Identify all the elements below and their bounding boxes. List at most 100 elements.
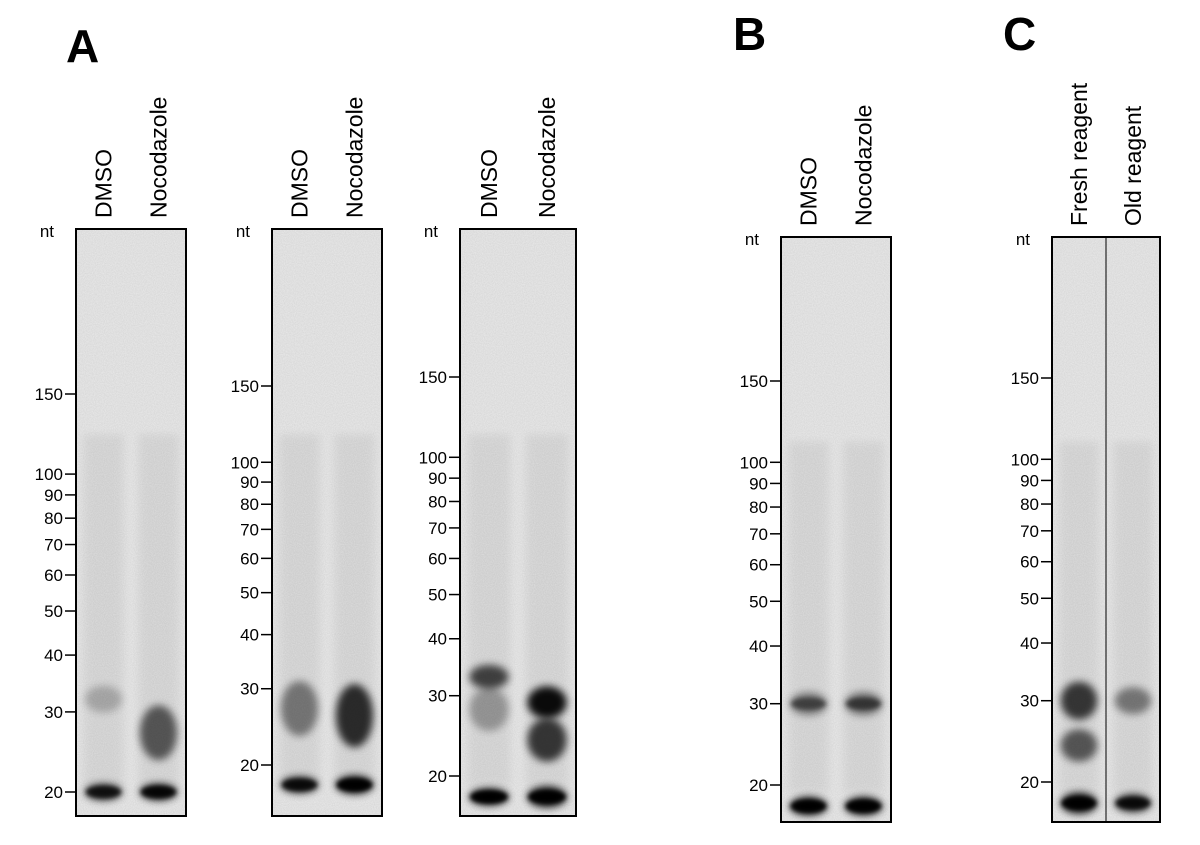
marker-label: 40 (240, 626, 259, 645)
nt-label: nt (745, 230, 759, 249)
band (527, 686, 567, 719)
band-core (845, 697, 882, 710)
band (335, 684, 374, 748)
marker-label: 20 (240, 756, 259, 775)
marker-label: 70 (240, 520, 259, 539)
lane-label: DMSO (287, 149, 313, 218)
lane-smear (843, 441, 884, 793)
marker-label: 100 (231, 453, 259, 472)
lane-label: Nocodazole (851, 105, 877, 226)
marker-label: 150 (35, 385, 63, 404)
lane-smear (788, 441, 829, 793)
lane-label: DMSO (476, 149, 502, 218)
lane-label: Nocodazole (534, 97, 560, 218)
nt-label: nt (424, 222, 438, 241)
lane-label: Nocodazole (146, 97, 172, 218)
marker-label: 60 (1020, 553, 1039, 572)
gel-border (271, 228, 383, 817)
marker-label: 70 (1020, 522, 1039, 541)
lane-label: DMSO (91, 149, 117, 218)
lane-label: Fresh reagent (1066, 82, 1092, 226)
band (469, 687, 509, 732)
marker-label: 150 (1011, 369, 1039, 388)
marker-label: 90 (44, 486, 63, 505)
marker-label: 20 (749, 776, 768, 795)
lane-label: Old reagent (1120, 105, 1146, 226)
gel-border (780, 236, 892, 823)
marker-label: 60 (428, 549, 447, 568)
lane-smear (468, 434, 510, 787)
gel-border (459, 228, 577, 817)
marker-label: 50 (428, 586, 447, 605)
marker-label: 50 (1020, 589, 1039, 608)
marker-label: 90 (240, 473, 259, 492)
marker-label: 150 (419, 368, 447, 387)
marker-label: 150 (231, 377, 259, 396)
marker-label: 50 (749, 592, 768, 611)
lane-label: DMSO (796, 157, 822, 226)
panel-c: C Fresh reagent Old reagent nt 150 100 90 80 70 6… (1003, 8, 1161, 823)
band-core (1115, 797, 1151, 810)
nt-label: nt (40, 222, 54, 241)
gel: Fresh reagent Old reagent nt 150 100 90 80 70 60… (1011, 82, 1161, 823)
marker-label: 80 (1020, 495, 1039, 514)
band-core (1061, 797, 1097, 810)
marker-label: 60 (749, 556, 768, 575)
marker-label: 50 (44, 602, 63, 621)
marker-label: 80 (240, 495, 259, 514)
band-core (140, 786, 177, 798)
band (527, 718, 567, 762)
nt-label: nt (236, 222, 250, 241)
band-core (845, 800, 882, 813)
marker-label: 50 (240, 584, 259, 603)
marker-label: 20 (1020, 773, 1039, 792)
marker-label: 80 (749, 498, 768, 517)
marker-label: 80 (44, 509, 63, 528)
marker-label: 30 (240, 680, 259, 699)
band (280, 681, 319, 736)
marker-label: 40 (1020, 634, 1039, 653)
marker-label: 30 (428, 687, 447, 706)
band (84, 685, 123, 713)
band (469, 664, 509, 689)
marker-label: 70 (44, 536, 63, 555)
marker-label: 30 (1020, 692, 1039, 711)
gel-border (1051, 236, 1161, 823)
marker-label: 100 (35, 465, 63, 484)
marker-label: 60 (44, 566, 63, 585)
marker-label: 90 (749, 474, 768, 493)
gel-border (75, 228, 187, 817)
panel-letter: C (1003, 8, 1036, 60)
marker-label: 90 (428, 469, 447, 488)
band-core (281, 778, 318, 791)
marker-label: 100 (1011, 450, 1039, 469)
band (1060, 681, 1098, 720)
marker-label: 150 (740, 372, 768, 391)
lane-smear (83, 434, 124, 787)
marker-label: 90 (1020, 471, 1039, 490)
marker-label: 30 (44, 703, 63, 722)
band-core (336, 778, 373, 791)
band-core (790, 800, 827, 813)
band (139, 705, 178, 761)
band (1060, 729, 1098, 762)
marker-label: 20 (428, 767, 447, 786)
marker-label: 100 (419, 448, 447, 467)
panel-b: B DMSO Nocodazole nt 150 100 90 80 70 60 50 40 30 20 (733, 8, 892, 823)
band-core (85, 786, 122, 798)
marker-label: 30 (749, 695, 768, 714)
panel-letter: A (66, 20, 99, 72)
marker-label: 100 (740, 453, 768, 472)
marker-label: 70 (428, 519, 447, 538)
nt-label: nt (1016, 230, 1030, 249)
marker-label: 40 (428, 630, 447, 649)
lane-smear (1113, 441, 1153, 793)
marker-label: 40 (749, 637, 768, 656)
band-core (528, 790, 566, 803)
